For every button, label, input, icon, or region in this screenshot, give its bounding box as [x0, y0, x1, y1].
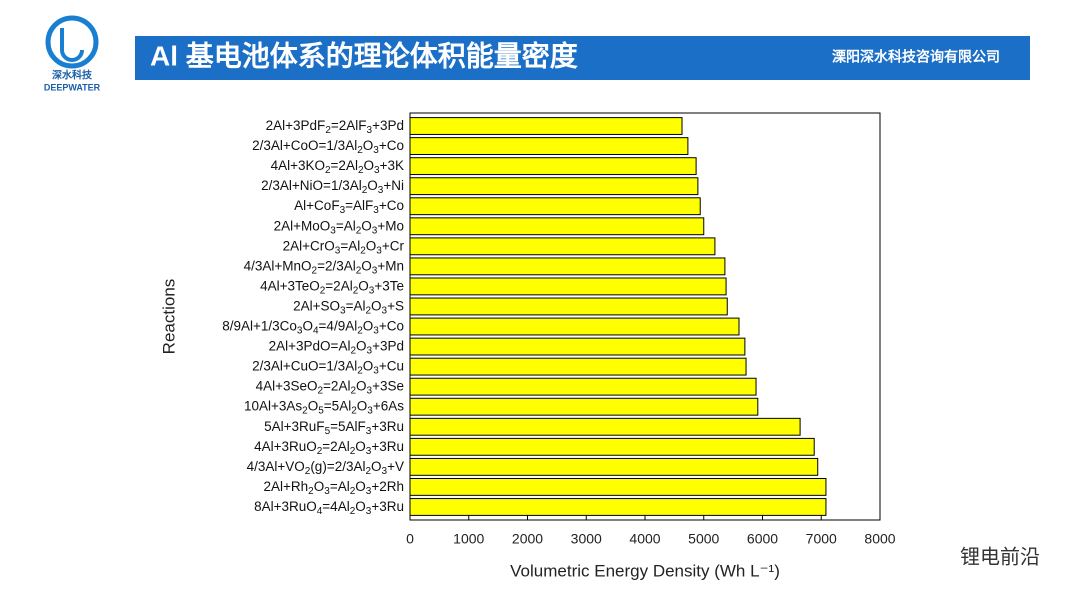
y-tick-label: 2Al+CrO3=Al2O3+Cr	[283, 238, 405, 256]
logo-mark	[60, 28, 84, 62]
title-bar	[135, 36, 1030, 80]
bar	[409, 277, 727, 296]
company: 溧阳深水科技咨询有限公司	[832, 49, 1000, 65]
watermark: 锂电前沿	[960, 545, 1040, 568]
bar	[409, 457, 819, 476]
x-tick-label: 6000	[747, 531, 778, 547]
logo-cn: 深水科技	[52, 69, 93, 82]
y-tick-label: 2/3Al+CoO=1/3Al2O3+Co	[252, 138, 404, 156]
logo-en: DEEPWATER	[44, 82, 101, 92]
y-tick-label: Al+CoF3=AlF3+Co	[294, 198, 404, 216]
y-tick-label: 2Al+3PdO=Al2O3+3Pd	[269, 338, 404, 356]
y-tick-label: 8Al+3RuO4=4Al2O3+3Ru	[254, 499, 404, 517]
bar	[409, 397, 759, 416]
bar	[409, 417, 801, 436]
y-tick-label: 4Al+3RuO2=2Al2O3+3Ru	[254, 438, 404, 456]
x-tick-label: 7000	[806, 531, 837, 547]
bar	[409, 478, 827, 496]
y-tick-label: 2Al+SO3=Al2O3+S	[293, 298, 404, 316]
y-tick-label: 2/3Al+NiO=1/3Al2O3+Ni	[261, 178, 404, 196]
bar	[409, 337, 746, 356]
bar	[409, 157, 697, 176]
logo-ring	[45, 15, 99, 69]
bar	[409, 137, 689, 155]
x-tick-label: 4000	[629, 531, 660, 547]
bar	[409, 377, 757, 396]
x-tick-label: 0	[406, 531, 414, 547]
y-tick-label: 8/9Al+1/3Co3O4=4/9Al2O3+Co	[222, 318, 404, 336]
logo	[45, 15, 99, 69]
x-tick-label: 8000	[864, 531, 895, 547]
x-tick-label: 1000	[453, 531, 484, 547]
y-tick-label: 4/3Al+MnO2=2/3Al2O3+Mn	[244, 258, 404, 276]
y-tick-label: 4Al+3KO2=2Al2O3+3K	[271, 158, 404, 176]
x-tick-label: 2000	[512, 531, 543, 547]
y-tick-label: 2Al+Rh2O3=Al2O3+2Rh	[264, 478, 404, 496]
bar	[409, 317, 740, 336]
x-tick-label: 5000	[688, 531, 719, 547]
y-tick-label: 2Al+3PdF2=2AlF3+3Pd	[266, 118, 404, 136]
y-tick-label: 4Al+3SeO2=2Al2O3+3Se	[256, 378, 404, 396]
bar	[409, 177, 699, 196]
bar	[409, 197, 701, 216]
bar	[409, 498, 827, 516]
bar	[409, 217, 705, 236]
y-axis-label: Reactions	[159, 279, 178, 355]
bar	[409, 117, 683, 135]
y-tick-label: 2Al+MoO3=Al2O3+Mo	[274, 218, 404, 236]
y-tick-label: 2/3Al+CuO=1/3Al2O3+Cu	[252, 358, 404, 376]
title: Al 基电池体系的理论体积能量密度	[150, 39, 578, 71]
y-tick-label: 4Al+3TeO2=2Al2O3+3Te	[260, 278, 404, 296]
x-tick-label: 3000	[571, 531, 602, 547]
y-tick-label: 4/3Al+VO2(g)=2/3Al2O3+V	[247, 458, 404, 476]
x-axis-label: Volumetric Energy Density (Wh L⁻¹)	[510, 561, 780, 580]
bar	[409, 357, 747, 376]
bar	[409, 437, 815, 456]
y-tick-label: 5Al+3RuF5=5AlF3+3Ru	[264, 418, 404, 436]
bar	[409, 297, 728, 316]
bar	[409, 237, 716, 256]
bar	[409, 257, 726, 276]
y-tick-label: 10Al+3As2O5=5Al2O3+6As	[244, 398, 404, 416]
